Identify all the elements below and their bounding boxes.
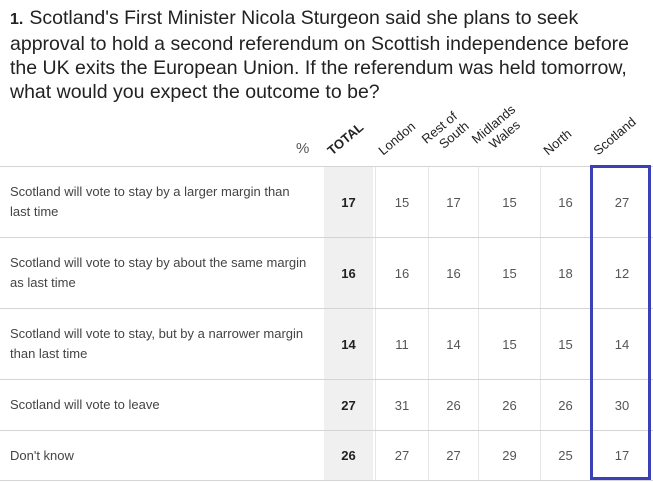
cell-total: 27 xyxy=(324,380,373,430)
row-label: Scotland will vote to leave xyxy=(10,397,160,412)
question-number: 1. xyxy=(10,11,24,28)
cell-midlands-wales: 15 xyxy=(478,309,540,379)
table-row: Scotland will vote to stay by about the … xyxy=(0,237,653,308)
cell-scotland: 14 xyxy=(590,309,653,379)
column-header-london: London xyxy=(375,119,418,158)
cell-north: 18 xyxy=(540,238,590,308)
column-header-scotland: Scotland xyxy=(590,114,638,158)
cell-london: 16 xyxy=(375,238,428,308)
question-body: Scotland's First Minister Nicola Sturgeo… xyxy=(10,7,630,103)
column-header-north: North xyxy=(540,126,574,158)
column-header-line: North xyxy=(540,126,575,158)
cell-rest-of-south: 27 xyxy=(428,431,478,480)
cell-rest-of-south: 14 xyxy=(428,309,478,379)
cell-midlands-wales: 29 xyxy=(478,431,540,480)
table-row: Scotland will vote to stay, but by a nar… xyxy=(0,308,653,379)
cell-scotland: 27 xyxy=(590,167,653,237)
cell-north: 16 xyxy=(540,167,590,237)
cell-london: 11 xyxy=(375,309,428,379)
cell-rest-of-south: 26 xyxy=(428,380,478,430)
cell-total: 26 xyxy=(324,431,373,480)
cell-north: 25 xyxy=(540,431,590,480)
table-row: Don't know 26 27 27 29 25 17 xyxy=(0,430,653,481)
column-header-line: London xyxy=(375,118,419,158)
cell-north: 26 xyxy=(540,380,590,430)
cell-midlands-wales: 15 xyxy=(478,167,540,237)
unit-label: % xyxy=(296,140,310,157)
column-header-total: TOTAL xyxy=(324,119,366,158)
cell-london: 27 xyxy=(375,431,428,480)
table-row: Scotland will vote to stay by a larger m… xyxy=(0,166,653,237)
cell-midlands-wales: 26 xyxy=(478,380,540,430)
cell-scotland: 17 xyxy=(590,431,653,480)
cell-total: 14 xyxy=(324,309,373,379)
column-header-rest-of-south: Rest of South xyxy=(419,107,472,158)
cell-rest-of-south: 16 xyxy=(428,238,478,308)
row-label: Scotland will vote to stay, but by a nar… xyxy=(10,326,304,361)
cell-north: 15 xyxy=(540,309,590,379)
cell-midlands-wales: 15 xyxy=(478,238,540,308)
table-row: Scotland will vote to leave 27 31 26 26 26 30 xyxy=(0,379,653,430)
cell-scotland: 12 xyxy=(590,238,653,308)
column-header-midlands-wales: Midlands Wales xyxy=(469,102,528,158)
cell-scotland: 30 xyxy=(590,380,653,430)
question-text: 1. Scotland's First Minister Nicola Sturg… xyxy=(10,6,640,104)
row-label: Scotland will vote to stay by a larger m… xyxy=(10,184,290,219)
column-header-line: Scotland xyxy=(590,113,639,158)
row-label: Don't know xyxy=(10,447,74,463)
cell-total: 16 xyxy=(324,238,373,308)
cell-total: 17 xyxy=(324,167,373,237)
row-label: Scotland will vote to stay by about the … xyxy=(10,255,307,290)
cell-london: 15 xyxy=(375,167,428,237)
cell-rest-of-south: 17 xyxy=(428,167,478,237)
cell-london: 31 xyxy=(375,380,428,430)
column-header-line: TOTAL xyxy=(324,119,367,158)
